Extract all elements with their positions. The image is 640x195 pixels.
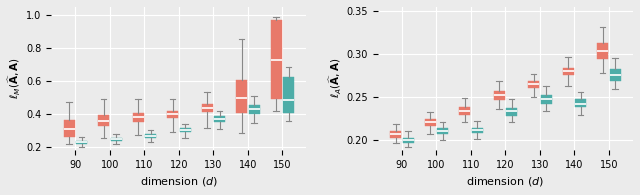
Y-axis label: $\ell_A(\widehat{\mathbf{A}}, \mathbf{A})$: $\ell_A(\widehat{\mathbf{A}}, \mathbf{A}… — [327, 58, 344, 98]
Y-axis label: $\ell_M(\widehat{\mathbf{A}}, \mathbf{A})$: $\ell_M(\widehat{\mathbf{A}}, \mathbf{A}… — [7, 58, 23, 99]
PathPatch shape — [597, 43, 608, 59]
X-axis label: dimension $(d)$: dimension $(d)$ — [467, 175, 545, 188]
PathPatch shape — [236, 80, 247, 113]
PathPatch shape — [132, 113, 143, 122]
PathPatch shape — [541, 95, 552, 104]
PathPatch shape — [425, 119, 436, 126]
PathPatch shape — [283, 77, 294, 113]
PathPatch shape — [493, 91, 505, 100]
PathPatch shape — [575, 99, 586, 107]
PathPatch shape — [248, 105, 260, 114]
PathPatch shape — [437, 128, 448, 134]
PathPatch shape — [98, 115, 109, 126]
PathPatch shape — [563, 68, 573, 75]
PathPatch shape — [390, 131, 401, 138]
PathPatch shape — [506, 108, 517, 116]
PathPatch shape — [202, 104, 212, 112]
PathPatch shape — [167, 111, 178, 118]
PathPatch shape — [63, 120, 75, 137]
X-axis label: dimension $(d)$: dimension $(d)$ — [140, 175, 218, 188]
PathPatch shape — [528, 81, 540, 88]
PathPatch shape — [180, 128, 191, 132]
PathPatch shape — [460, 107, 470, 115]
PathPatch shape — [610, 69, 621, 81]
PathPatch shape — [111, 138, 122, 141]
PathPatch shape — [76, 141, 87, 144]
PathPatch shape — [472, 128, 483, 133]
PathPatch shape — [271, 20, 282, 99]
PathPatch shape — [403, 138, 413, 143]
PathPatch shape — [214, 116, 225, 122]
PathPatch shape — [145, 134, 156, 138]
